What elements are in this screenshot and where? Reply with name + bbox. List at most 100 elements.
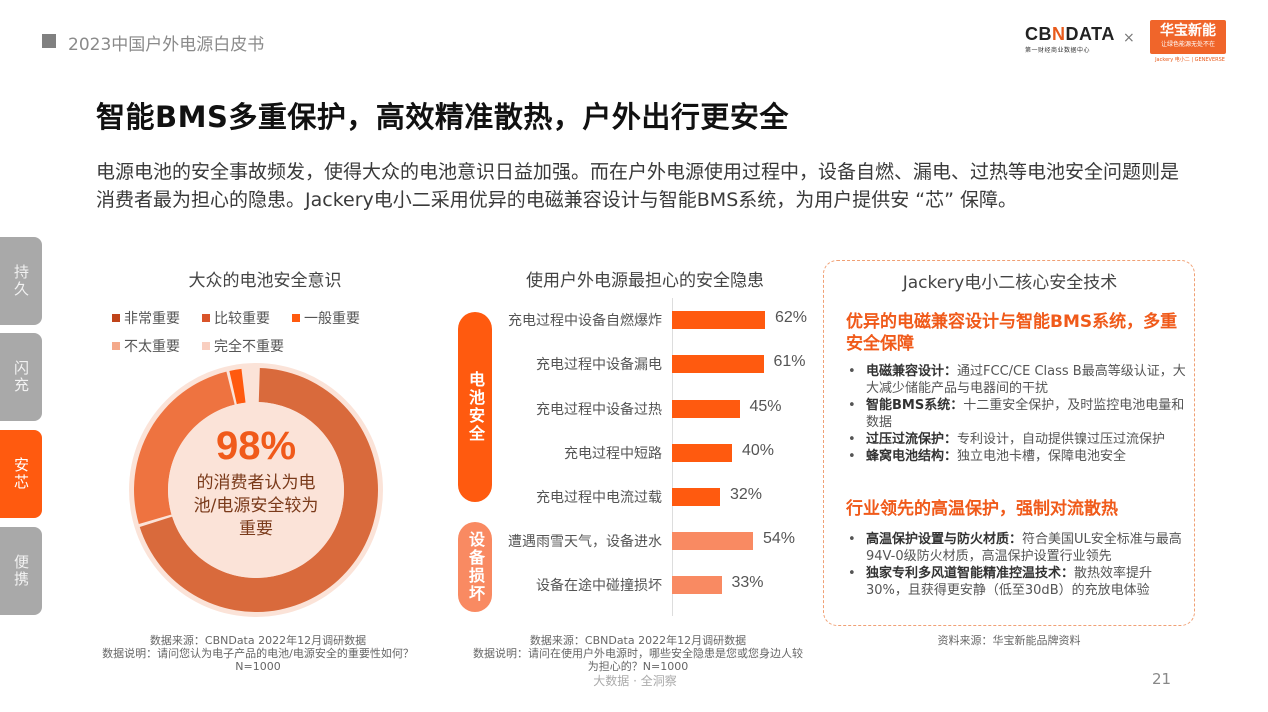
tech-heading-thermal: 行业领先的高温保护，强制对流散热 — [846, 499, 1118, 519]
bar — [672, 400, 740, 418]
donut-segment — [134, 371, 235, 525]
tech-source: 资料来源：华宝新能品牌资料 — [937, 634, 1081, 647]
bar — [672, 532, 753, 550]
donut-center: 98% 的消费者认为电池/电源安全较为重要 — [128, 362, 384, 618]
legend-swatch — [292, 314, 300, 322]
legend-swatch — [202, 314, 210, 322]
bar — [672, 576, 722, 594]
bar-label: 设备在途中碰撞损坏 — [536, 578, 662, 594]
tech-item-label: 过压过流保护： — [866, 432, 958, 447]
tech-list-item: 电磁兼容设计：通过FCC/CE Class B最高等级认证，大大减少储能产品与电… — [846, 363, 1186, 397]
tech-list-item: 蜂窝电池结构：独立电池卡槽，保障电池安全 — [846, 448, 1186, 465]
tech-list-item: 过压过流保护：专利设计，自动提供镍过压过流保护 — [846, 431, 1186, 448]
bar-label: 充电过程中短路 — [564, 446, 662, 462]
tech-item-label: 电磁兼容设计： — [866, 364, 958, 379]
huabao-logo-brands: Jackery 电小二 | GENEVERSE — [1155, 57, 1225, 63]
logo-area: CBNDATA 第一财经商业数据中心 × 华宝新能 让绿色能源无处不在 Jack… — [1025, 20, 1230, 64]
donut-chart-title: 大众的电池安全意识 — [188, 271, 342, 291]
cbndata-logo-text: CBNDATA — [1025, 24, 1115, 44]
source-line: 数据来源：CBNData 2022年12月调研数据 — [149, 634, 367, 647]
donut-center-text: 的消费者认为电池/电源安全较为重要 — [193, 473, 319, 539]
tech-panel-title: Jackery电小二核心安全技术 — [902, 273, 1118, 293]
bar-chart-title: 使用户外电源最担心的安全隐患 — [526, 271, 764, 291]
side-tab-durable[interactable]: 持久 — [0, 237, 42, 325]
legend-item: 一般重要 — [292, 308, 360, 328]
legend-item: 不太重要 — [112, 336, 180, 356]
tech-list-item: 智能BMS系统：十二重安全保护，及时监控电池电量和数据 — [846, 397, 1186, 431]
donut-chart: 98% 的消费者认为电池/电源安全较为重要 — [128, 362, 384, 618]
tech-heading-emc: 优异的电磁兼容设计与智能BMS系统，多重安全保障 — [846, 312, 1178, 354]
bar-label: 充电过程中设备自燃爆炸 — [508, 313, 662, 329]
huabao-logo-name: 华宝新能 — [1160, 23, 1216, 39]
donut-center-value: 98% — [215, 424, 297, 468]
bar-row: 充电过程中设备自燃爆炸 62% — [490, 309, 820, 329]
tech-panel: Jackery电小二核心安全技术 优异的电磁兼容设计与智能BMS系统，多重安全保… — [823, 260, 1195, 626]
tech-list-item: 独家专利多风道智能精准控温技术：散热效率提升30%，且获得更安静（低至30dB）… — [846, 565, 1186, 599]
bar-value: 61% — [773, 353, 806, 370]
tech-item-text: 独立电池卡槽，保障电池安全 — [957, 449, 1127, 464]
cbndata-logo: CBNDATA 第一财经商业数据中心 — [1025, 24, 1115, 54]
legend-label: 完全不重要 — [214, 339, 284, 355]
tech-list-emc: 电磁兼容设计：通过FCC/CE Class B最高等级认证，大大减少储能产品与电… — [846, 363, 1186, 465]
tech-item-text: 专利设计，自动提供镍过压过流保护 — [957, 432, 1166, 447]
tech-item-label: 智能BMS系统： — [866, 398, 964, 413]
page-title: 智能BMS多重保护，高效精准散热，户外出行更安全 — [96, 100, 789, 134]
source-line: 数据来源：CBNData 2022年12月调研数据 — [529, 634, 747, 647]
legend-swatch — [112, 314, 120, 322]
bar — [672, 444, 732, 462]
bar-label: 充电过程中设备漏电 — [536, 357, 662, 373]
side-tab-portable[interactable]: 便携 — [0, 527, 42, 615]
donut-source: 数据来源：CBNData 2022年12月调研数据 数据说明：请问您认为电子产品… — [88, 634, 428, 673]
bar — [672, 311, 765, 329]
huabao-logo-slogan: 让绿色能源无处不在 — [1160, 41, 1215, 48]
legend-item: 比较重要 — [202, 308, 270, 328]
tech-item-text: 符合美国UL安全标准与最高94V-0级防火材质，高温保护设置行业领先 — [866, 532, 1182, 564]
bar-value: 32% — [730, 486, 763, 503]
times-icon: × — [1123, 30, 1135, 46]
legend-item: 完全不重要 — [202, 336, 284, 356]
group-label-device-damage: 设备损坏 — [458, 522, 492, 612]
bar-label: 遭遇雨雪天气，设备进水 — [508, 534, 662, 550]
bar-source: 数据来源：CBNData 2022年12月调研数据 数据说明：请问在使用户外电源… — [468, 634, 808, 673]
tech-list-thermal: 高温保护设置与防火材质：符合美国UL安全标准与最高94V-0级防火材质，高温保护… — [846, 531, 1186, 599]
bar-row: 充电过程中设备过热 45% — [490, 398, 820, 418]
report-title: 2023中国户外电源白皮书 — [68, 35, 265, 55]
donut-svg — [129, 363, 383, 617]
bar-label: 充电过程中电流过载 — [536, 490, 662, 506]
legend-swatch — [202, 342, 210, 350]
bar-value: 54% — [763, 530, 796, 547]
legend-label: 非常重要 — [124, 311, 180, 327]
bar-value: 40% — [742, 442, 775, 459]
bar-row: 充电过程中电流过载 32% — [490, 486, 820, 506]
intro-paragraph: 电源电池的安全事故频发，使得大众的电池意识日益加强。而在户外电源使用过程中，设备… — [96, 161, 1180, 211]
legend-swatch — [112, 342, 120, 350]
header-marker — [42, 34, 56, 48]
bar-value: 62% — [775, 309, 808, 326]
cbndata-logo-subtitle: 第一财经商业数据中心 — [1025, 47, 1091, 54]
bar — [672, 355, 764, 373]
side-tab-fast-charge[interactable]: 闪充 — [0, 333, 42, 421]
tech-list-item: 高温保护设置与防火材质：符合美国UL安全标准与最高94V-0级防火材质，高温保护… — [846, 531, 1186, 565]
legend-label: 不太重要 — [124, 339, 180, 355]
source-note: 数据说明：请问在使用户外电源时，哪些安全隐患是您或您身边人较为担心的？N=100… — [473, 647, 803, 673]
bar-row: 遭遇雨雪天气，设备进水 54% — [490, 530, 820, 550]
footer-slogan: 大数据 · 全洞察 — [593, 674, 677, 688]
donut-segment — [229, 368, 246, 405]
bar-value: 33% — [731, 574, 764, 591]
page-number: 21 — [1152, 670, 1172, 688]
legend-label: 比较重要 — [214, 311, 270, 327]
tech-item-label: 独家专利多风道智能精准控温技术： — [866, 566, 1075, 581]
source-note: 数据说明：请问您认为电子产品的电池/电源安全的重要性如何？N=1000 — [102, 647, 414, 673]
bar-row: 充电过程中短路 40% — [490, 442, 820, 462]
bar — [672, 488, 720, 506]
legend-item: 非常重要 — [112, 308, 180, 328]
tech-item-text: 通过FCC/CE Class B最高等级认证，大大减少储能产品与电器间的干扰 — [866, 364, 1186, 396]
bar-row: 设备在途中碰撞损坏 33% — [490, 574, 820, 594]
donut-legend: 非常重要 比较重要 一般重要 不太重要 完全不重要 — [112, 308, 412, 364]
tech-item-text: 散热效率提升30%，且获得更安静（低至30dB）的充放电体验 — [866, 566, 1153, 598]
tech-item-label: 高温保护设置与防火材质： — [866, 532, 1023, 547]
huabao-logo: 华宝新能 让绿色能源无处不在 — [1150, 20, 1226, 54]
bar-row: 充电过程中设备漏电 61% — [490, 353, 820, 373]
side-tab-safe-core[interactable]: 安芯 — [0, 430, 42, 518]
group-label-battery-safety: 电池安全 — [458, 312, 492, 502]
